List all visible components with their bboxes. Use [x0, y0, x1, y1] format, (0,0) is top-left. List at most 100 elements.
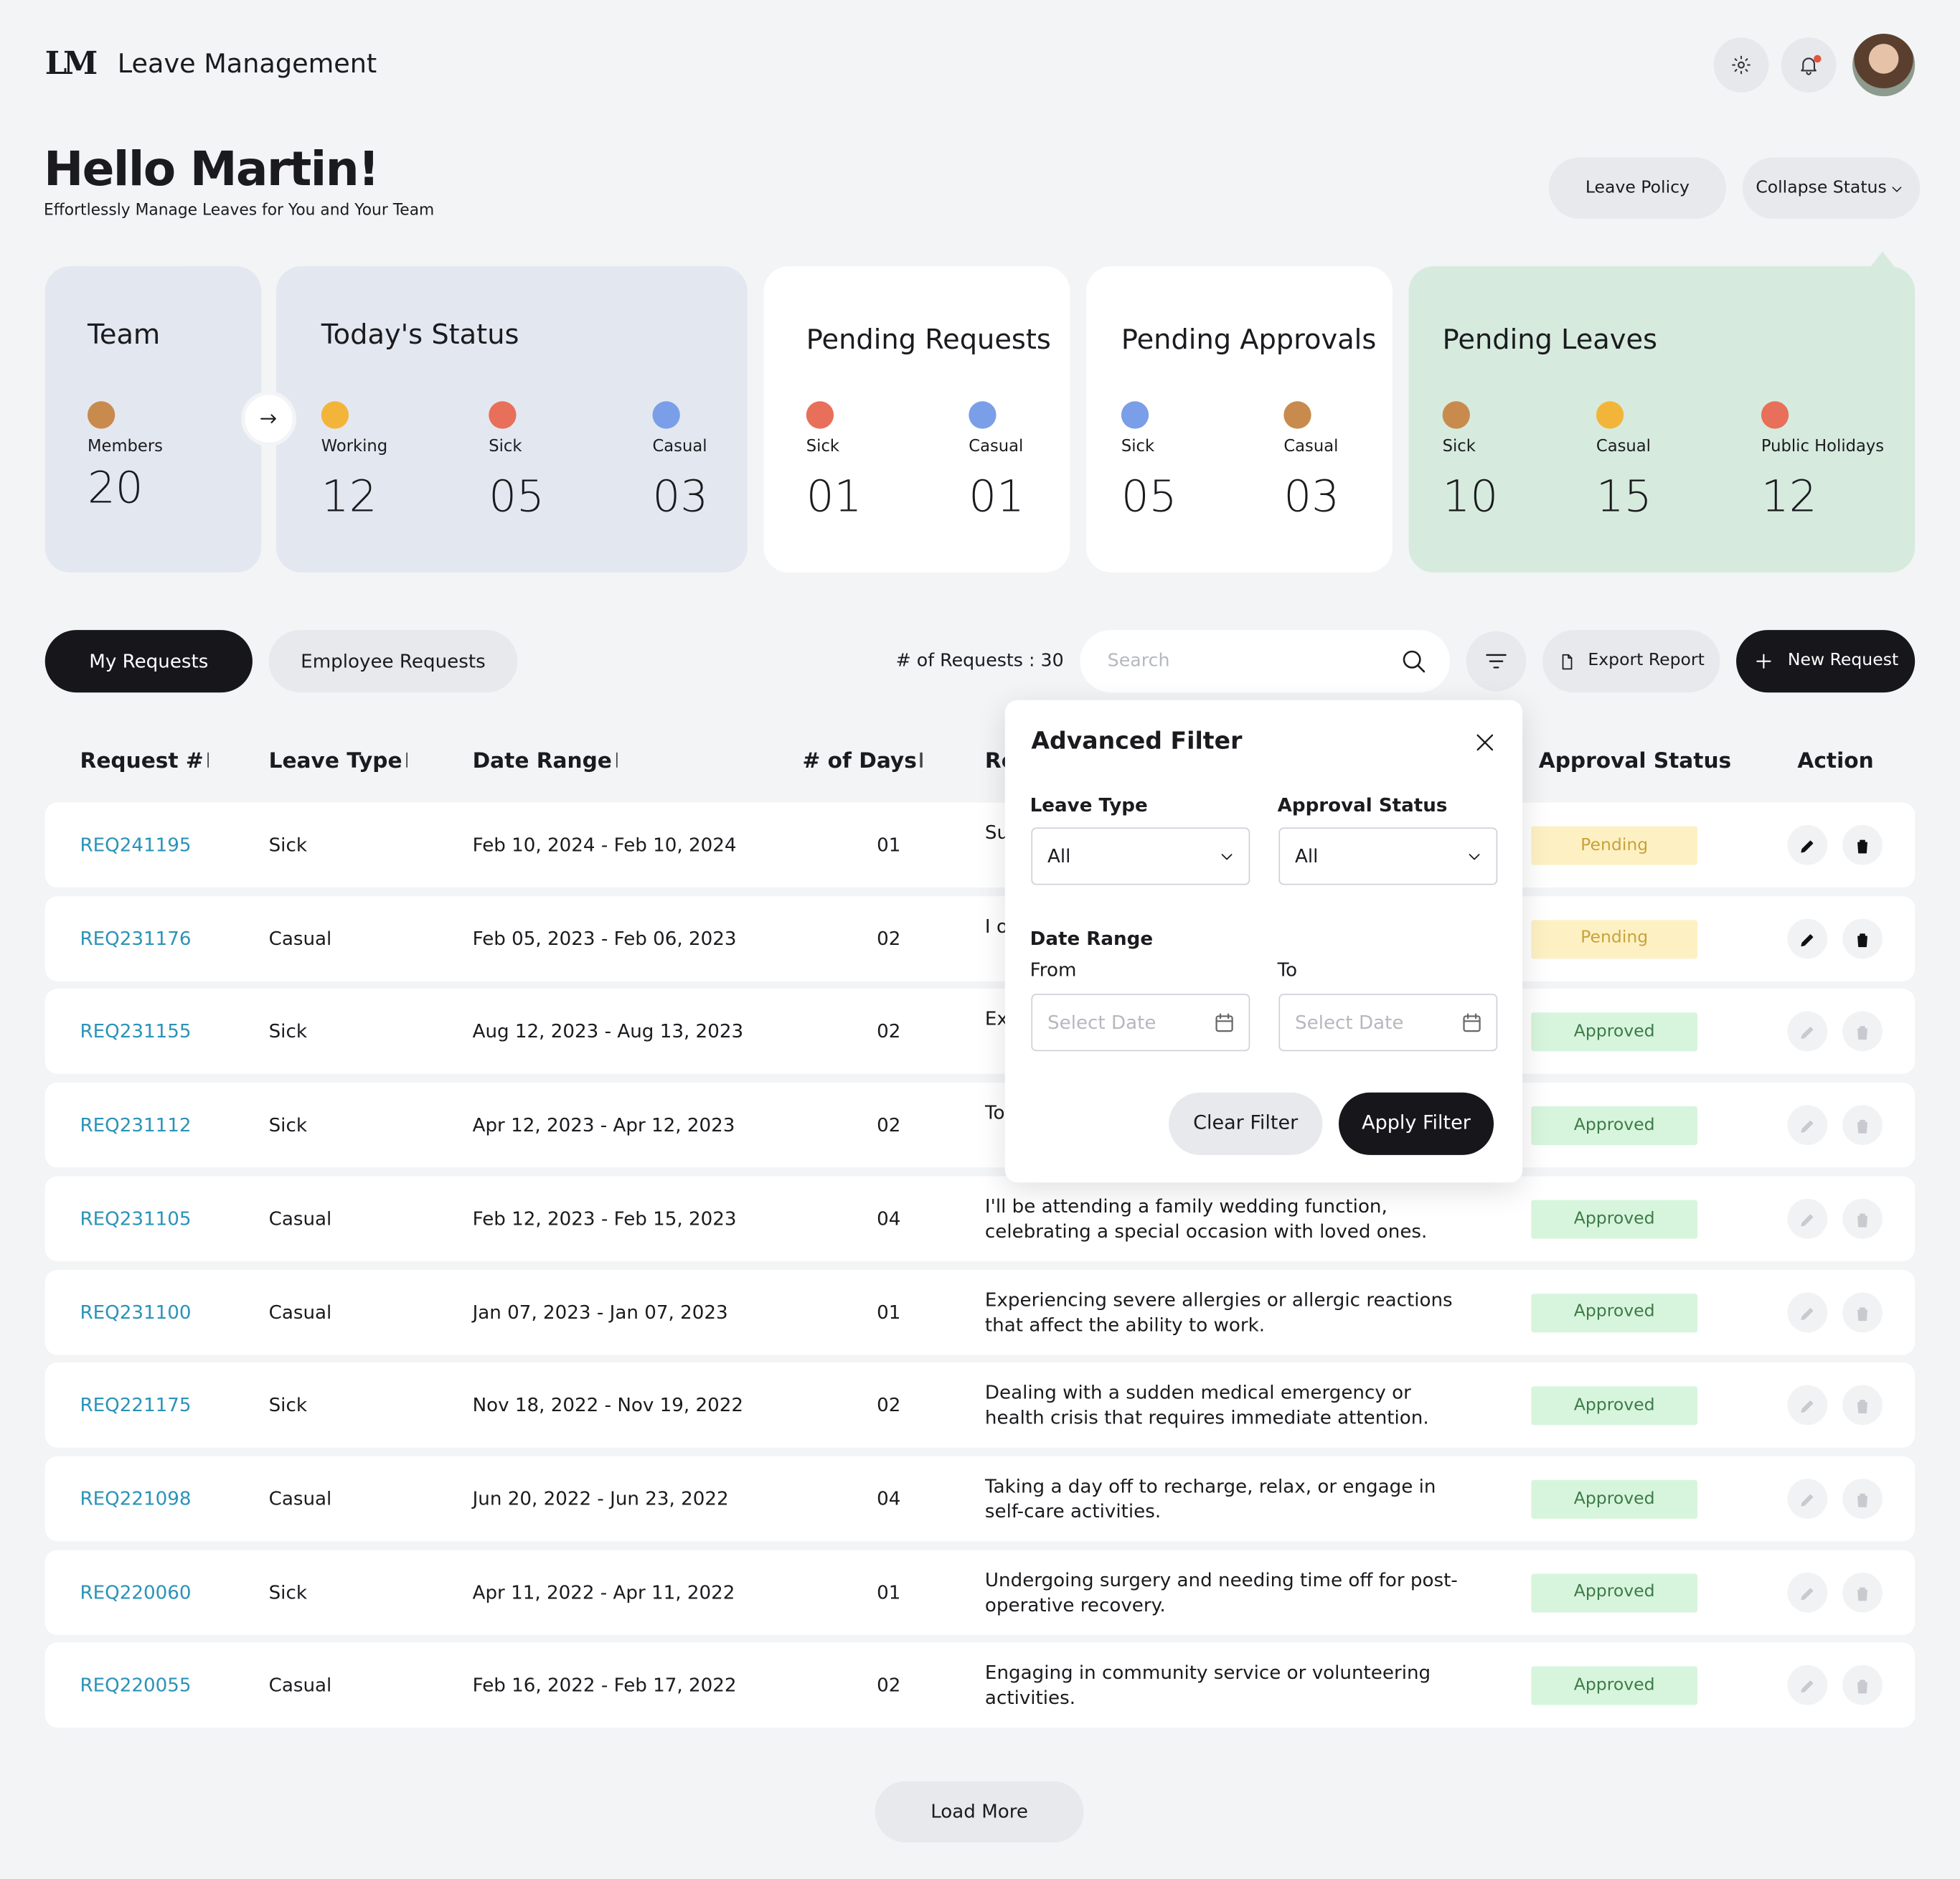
- logo[interactable]: LM: [44, 44, 98, 82]
- filter-button[interactable]: [1466, 631, 1527, 692]
- table-row: REQ231112 Sick Apr 12, 2023 - Apr 12, 2023…: [44, 1082, 1916, 1168]
- action-icon: [1854, 1490, 1871, 1507]
- action-button[interactable]: [1842, 1105, 1883, 1146]
- button-label: Load More: [930, 1799, 1028, 1823]
- leave-type: Casual: [268, 1674, 332, 1697]
- tab[interactable]: My Requests: [44, 630, 253, 693]
- toolbar-button[interactable]: New Request: [1736, 630, 1916, 693]
- leave-type: Sick: [268, 1020, 307, 1043]
- search-icon[interactable]: [1400, 648, 1427, 675]
- date-input[interactable]: Select Date: [1031, 994, 1250, 1052]
- status-badge: Approved: [1531, 1386, 1698, 1426]
- action-button[interactable]: [1787, 1012, 1828, 1052]
- days: 01: [877, 834, 901, 857]
- card-title: Pending Requests: [806, 324, 1051, 357]
- action-button[interactable]: [1787, 1665, 1828, 1706]
- action-button[interactable]: [1842, 1291, 1883, 1332]
- column-header[interactable]: Request #: [80, 750, 209, 773]
- date-range: Feb 10, 2024 - Feb 10, 2024: [472, 834, 737, 857]
- status-badge: Approved: [1531, 1479, 1698, 1519]
- column-header[interactable]: Leave Type: [269, 750, 408, 773]
- stat-label: Casual: [969, 437, 1024, 456]
- action-button[interactable]: [1842, 1198, 1883, 1239]
- icon-button[interactable]: [1781, 37, 1837, 93]
- request-id[interactable]: REQ231100: [80, 1300, 192, 1324]
- action-button[interactable]: [1787, 1385, 1828, 1426]
- button-label: Export Report: [1588, 650, 1705, 671]
- request-id[interactable]: REQ221098: [80, 1487, 192, 1510]
- toolbar-button[interactable]: Export Report: [1542, 630, 1720, 693]
- action-button[interactable]: [1787, 1105, 1828, 1146]
- status-badge: Pending: [1531, 826, 1698, 865]
- action-button[interactable]: [1787, 918, 1828, 959]
- stat-value: 12: [1761, 472, 1817, 523]
- action-button[interactable]: [1787, 1291, 1828, 1332]
- tab[interactable]: Employee Requests: [268, 630, 518, 693]
- request-id[interactable]: REQ231155: [80, 1020, 192, 1043]
- action-icon: [1799, 1583, 1816, 1601]
- stat-icon: [1596, 401, 1624, 429]
- column-header[interactable]: # of Days: [803, 750, 923, 773]
- stat-label: Public Holidays: [1761, 437, 1885, 456]
- action-button[interactable]: [1842, 824, 1883, 865]
- card-title: Team: [87, 320, 161, 352]
- days: 02: [877, 1393, 901, 1417]
- request-id[interactable]: REQ221175: [80, 1393, 192, 1417]
- select[interactable]: All: [1278, 827, 1498, 885]
- reason: I o: [984, 914, 1008, 938]
- date-range: Jun 20, 2022 - Jun 23, 2022: [472, 1487, 729, 1510]
- top-button[interactable]: Collapse Status: [1742, 157, 1921, 219]
- icon-button[interactable]: [1713, 37, 1769, 93]
- action-icon: [1799, 1116, 1816, 1134]
- request-id[interactable]: REQ231112: [80, 1113, 192, 1136]
- status-label: Approved: [1573, 1675, 1655, 1695]
- stat-label: Sick: [489, 437, 522, 456]
- select-value: All: [1047, 844, 1071, 868]
- status-badge: Approved: [1531, 1106, 1698, 1146]
- load-more-button[interactable]: Load More: [875, 1781, 1084, 1843]
- status-label: Approved: [1573, 1581, 1655, 1602]
- action-button[interactable]: [1842, 1012, 1883, 1052]
- tab-label: My Requests: [89, 649, 209, 672]
- popup-button[interactable]: Apply Filter: [1339, 1092, 1494, 1155]
- search-box[interactable]: Search: [1080, 630, 1451, 693]
- request-id[interactable]: REQ241195: [80, 834, 192, 857]
- filter-icon: [1484, 649, 1509, 674]
- popup-button[interactable]: Clear Filter: [1169, 1092, 1323, 1155]
- sort-icon: [920, 752, 923, 768]
- request-id[interactable]: REQ231176: [80, 927, 192, 950]
- expand-button[interactable]: [241, 391, 296, 447]
- request-id[interactable]: REQ220055: [80, 1674, 192, 1697]
- avatar[interactable]: [1852, 34, 1916, 97]
- select[interactable]: All: [1031, 827, 1250, 885]
- status-badge: Pending: [1531, 919, 1698, 959]
- action-button[interactable]: [1842, 1478, 1883, 1519]
- action-button[interactable]: [1842, 918, 1883, 959]
- status-badge: Approved: [1531, 1200, 1698, 1239]
- leave-type: Casual: [268, 1300, 332, 1324]
- action-button[interactable]: [1842, 1665, 1883, 1706]
- table-row: REQ220055 Casual Feb 16, 2022 - Feb 17, 20…: [44, 1642, 1916, 1728]
- action-button[interactable]: [1787, 824, 1828, 865]
- date-range: Aug 12, 2023 - Aug 13, 2023: [472, 1020, 744, 1043]
- column-header[interactable]: Date Range: [473, 750, 618, 773]
- request-id[interactable]: REQ220060: [80, 1581, 192, 1603]
- date-input[interactable]: Select Date: [1278, 994, 1498, 1052]
- action-button[interactable]: [1787, 1478, 1828, 1519]
- action-button[interactable]: [1787, 1198, 1828, 1239]
- action-button[interactable]: [1842, 1385, 1883, 1426]
- request-id[interactable]: REQ231105: [80, 1207, 192, 1230]
- action-icon: [1854, 837, 1871, 854]
- action-button[interactable]: [1787, 1572, 1828, 1612]
- days: 02: [877, 1020, 901, 1043]
- stat-label: Casual: [1283, 437, 1339, 456]
- action-icon: [1799, 1396, 1816, 1413]
- stat-label: Members: [87, 437, 163, 456]
- top-button[interactable]: Leave Policy: [1548, 157, 1727, 219]
- stat-label: Casual: [1596, 437, 1651, 456]
- stat-icon: [321, 401, 349, 429]
- action-button[interactable]: [1842, 1572, 1883, 1612]
- close-button[interactable]: [1472, 730, 1497, 755]
- date-range: Feb 12, 2023 - Feb 15, 2023: [472, 1207, 737, 1230]
